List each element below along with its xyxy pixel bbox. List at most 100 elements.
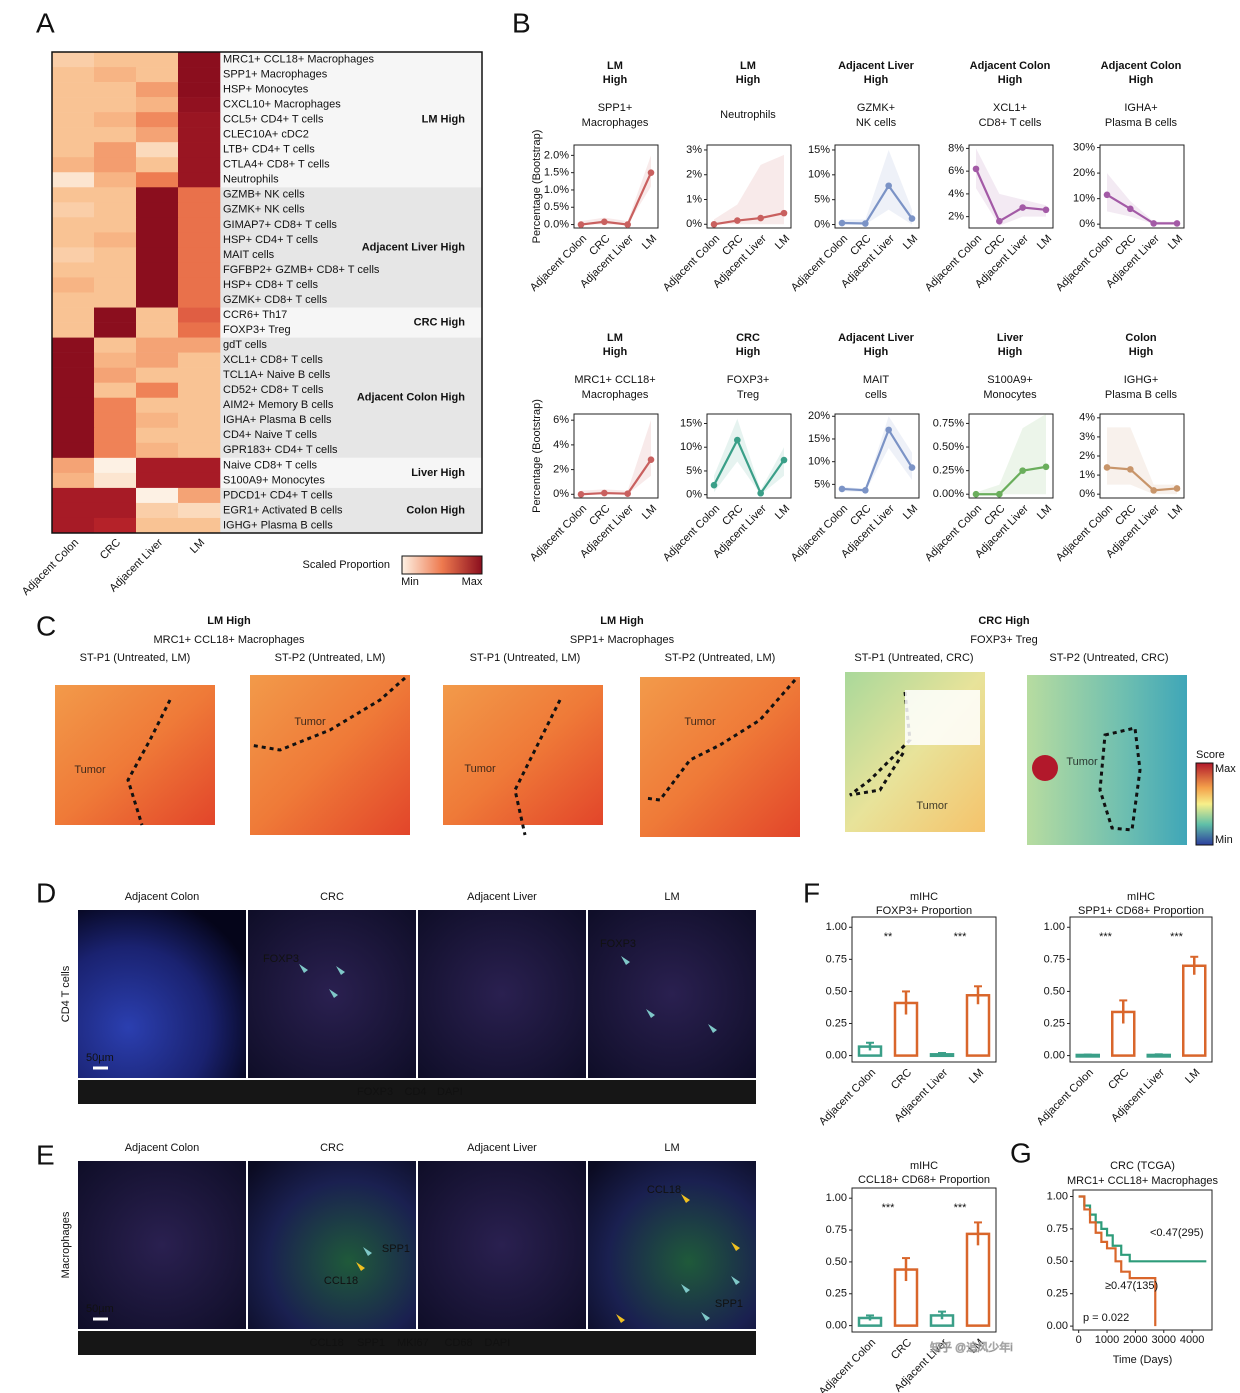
heat-cell (94, 97, 137, 113)
point (972, 165, 980, 173)
heat-cell (52, 397, 95, 414)
row-label: HSP+ Monocytes (223, 83, 309, 95)
group-band (220, 457, 482, 488)
row-label: HSP+ CD8+ T cells (223, 279, 318, 291)
row-label: S100A9+ Monocytes (223, 474, 325, 486)
y-tick-label: 0.25 (1047, 1288, 1068, 1300)
line (976, 465, 1047, 496)
group-label: CRC High (414, 316, 466, 328)
spatial-map (443, 685, 603, 825)
arrow (363, 1247, 372, 1256)
heat-cell (52, 202, 95, 218)
point (647, 169, 655, 176)
row-label: GPR183+ CD4+ T cells (223, 444, 338, 456)
y-tick-label: 0% (553, 488, 569, 500)
arrow (336, 966, 345, 975)
y-tick-label: 0.50 (1047, 1255, 1068, 1267)
y-axis-label: Percentage (Bootstrap) (531, 130, 543, 244)
legend-gradient (401, 555, 483, 575)
heat-cell (178, 217, 221, 233)
line (580, 172, 653, 226)
row-label: XCL1+ CD8+ T cells (223, 354, 323, 366)
column-label: LM (664, 1142, 679, 1154)
plot-frame (706, 144, 792, 229)
heat-cell (94, 502, 137, 519)
panel-label: E (36, 1139, 55, 1170)
row-label: CD52+ CD8+ T cells (223, 384, 324, 396)
heat-cell (94, 487, 137, 504)
line (1106, 466, 1178, 492)
row-label: CLEC10A+ cDC2 (223, 129, 309, 141)
group-label: Adjacent Liver High (362, 241, 466, 253)
group-label: Adjacent Colon (970, 60, 1051, 72)
y-tick-label: 1% (1079, 469, 1095, 481)
heat-cell (52, 427, 95, 444)
chart-title: IGHG+ (1124, 374, 1159, 386)
heat-cell (94, 157, 137, 173)
y-tick-label: 2.0% (544, 149, 569, 161)
point (838, 219, 846, 227)
chart-title: MAIT (863, 374, 890, 386)
y-tick-label: 5% (814, 478, 830, 490)
plot-frame (834, 413, 920, 499)
y-tick-label: 0.00 (1044, 1049, 1065, 1061)
heat-cell (94, 172, 137, 188)
sample-label: ST-P2 (Untreated, CRC) (1049, 652, 1168, 664)
plot-frame (573, 413, 659, 499)
row-label: MAIT cells (223, 249, 275, 261)
annotation: FOXP3 (600, 938, 636, 950)
heat-cell (178, 472, 221, 489)
heat-cell (52, 382, 95, 399)
spatial-map (640, 677, 800, 837)
row-label: Naive CD8+ T cells (223, 459, 318, 471)
arrow (621, 956, 630, 965)
y-tick-label: 0.75 (826, 953, 847, 965)
column-label: Adjacent Liver (467, 1142, 537, 1154)
marker-bar (78, 1080, 756, 1104)
chart-title: S100A9+ (987, 374, 1033, 386)
point (601, 218, 608, 226)
heat-cell (136, 427, 179, 444)
heat-cell (136, 412, 179, 429)
heat-cell (136, 472, 179, 489)
legend-min: Min (401, 576, 419, 588)
heat-cell (94, 307, 137, 323)
ci-band (714, 418, 784, 495)
ci-band (581, 420, 651, 495)
heat-cell (52, 457, 95, 474)
row-label: CD4+ Naive T cells (223, 429, 318, 441)
point (885, 426, 892, 434)
point (647, 456, 655, 464)
line (1106, 193, 1177, 225)
point (1103, 464, 1111, 471)
chart-title: CRC (TCGA) (1110, 1160, 1175, 1172)
sample-label: ST-P1 (Untreated, CRC) (854, 652, 973, 664)
hot-spot (1032, 755, 1058, 781)
plot-frame (834, 144, 920, 229)
y-tick-label: 0% (1079, 488, 1095, 500)
chart-title: mIHC (910, 1160, 938, 1172)
y-tick-label: 0.5% (544, 201, 569, 213)
y-tick-label: 0.25 (826, 1017, 847, 1029)
y-tick-label: 1.00 (826, 1192, 847, 1204)
ci-band (976, 414, 1046, 495)
row-label: CTLA4+ CD8+ T cells (223, 159, 330, 171)
y-tick-label: 10% (808, 456, 830, 468)
heat-cell (178, 322, 221, 338)
heat-cell (94, 367, 137, 383)
arrow (356, 1262, 365, 1271)
plot-frame (968, 144, 1054, 229)
significance: ** (884, 931, 893, 943)
heat-cell (136, 487, 179, 504)
heat-cell (178, 442, 221, 459)
panel-label: D (36, 877, 56, 908)
point (601, 489, 608, 497)
row-label: GZMB+ NK cells (223, 189, 305, 201)
micrograph (248, 1161, 416, 1329)
heat-cell (178, 487, 221, 504)
heat-cell (94, 52, 137, 68)
region-label: Tumor (464, 763, 496, 775)
ci-band (581, 155, 651, 225)
line (841, 427, 913, 492)
significance: *** (1099, 931, 1113, 943)
